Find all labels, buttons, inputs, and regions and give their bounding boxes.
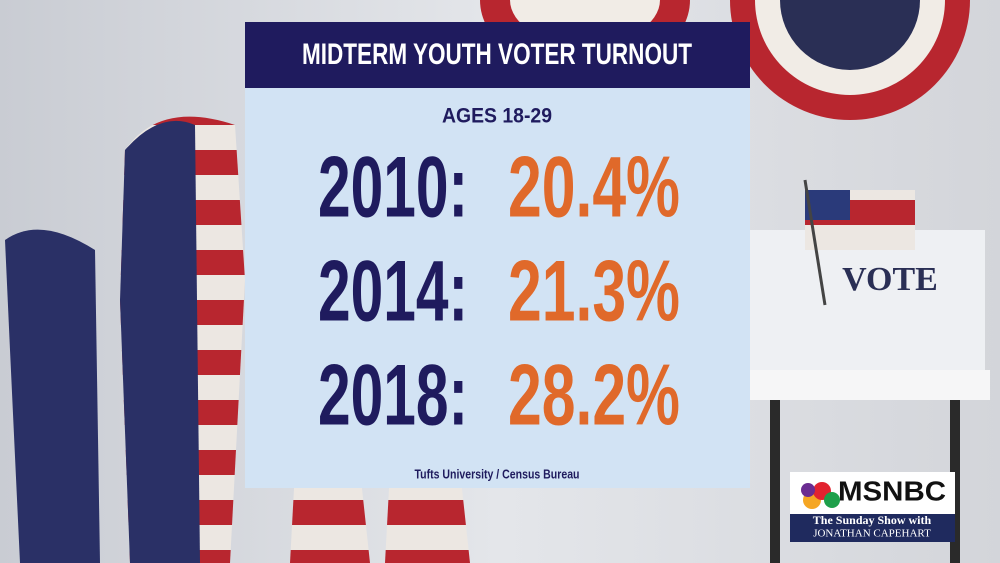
turnout-value: 20.4% [508, 140, 680, 236]
year-label: 2014: [318, 244, 468, 340]
booth-sign: VOTE [842, 261, 938, 298]
turnout-card: MIDTERM YOUTH VOTER TURNOUT AGES 18-29 2… [245, 22, 750, 488]
card-header [245, 22, 750, 88]
turnout-rows: 2010: 20.4% 2014: 21.3% 2018: 28.2% [318, 140, 680, 444]
peacock-icon [801, 482, 840, 509]
show-host: JONATHAN CAPEHART [813, 528, 931, 540]
voting-booth: VOTE [745, 179, 990, 563]
card-title: MIDTERM YOUTH VOTER TURNOUT [302, 38, 692, 71]
card-subtitle: AGES 18-29 [442, 105, 552, 128]
show-title: The Sunday Show with [813, 513, 932, 527]
card-body [245, 22, 750, 488]
card-source: Tufts University / Census Bureau [415, 466, 580, 481]
network-logo: MSNBC The Sunday Show with JONATHAN CAPE… [790, 472, 955, 542]
turnout-value: 28.2% [508, 348, 680, 444]
fists [5, 116, 470, 563]
year-label: 2018: [318, 348, 468, 444]
network-name: MSNBC [838, 475, 946, 506]
year-label: 2010: [318, 140, 468, 236]
turnout-value: 21.3% [508, 244, 680, 340]
